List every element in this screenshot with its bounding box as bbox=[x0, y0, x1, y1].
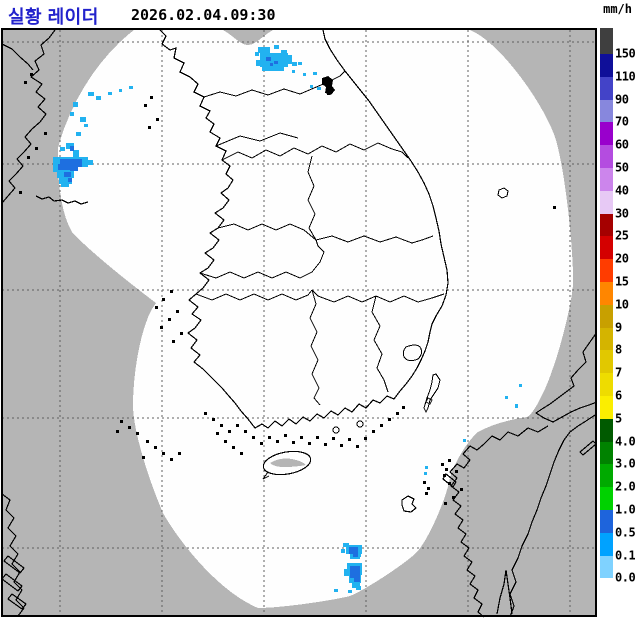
kyushu-coastline bbox=[401, 413, 597, 618]
legend-color-block bbox=[600, 168, 613, 191]
legend-value-label: 30 bbox=[615, 205, 629, 220]
legend-value-label: 25 bbox=[615, 228, 629, 243]
legend-value-label: 70 bbox=[615, 114, 629, 129]
legend-value-label: 15 bbox=[615, 274, 629, 289]
echo-cluster-north-korea-central bbox=[255, 45, 321, 90]
legend-color-block bbox=[600, 555, 613, 579]
reservoir-marker bbox=[322, 76, 335, 95]
dokdo-island bbox=[553, 206, 556, 209]
echo-cluster-south-sea-lower bbox=[334, 563, 362, 593]
northkorea-islands bbox=[35, 195, 89, 205]
legend-color-block bbox=[600, 76, 613, 100]
legend-value-label: 0.5 bbox=[615, 525, 635, 540]
legend-value-label: 9 bbox=[615, 319, 622, 334]
legend-value-label: 40 bbox=[615, 183, 629, 198]
grid-lines bbox=[2, 30, 595, 616]
legend-color-block bbox=[600, 236, 613, 260]
legend-color-block bbox=[600, 145, 613, 168]
echo-cluster-yellow-sea-west bbox=[53, 86, 133, 187]
echo-cluster-south-sea-upper bbox=[341, 543, 362, 559]
legend-value-label: 20 bbox=[615, 251, 629, 266]
legend-value-label: 150 bbox=[615, 46, 635, 61]
legend-color-block bbox=[600, 373, 613, 396]
legend-color-block bbox=[600, 396, 613, 419]
legend-value-label: 50 bbox=[615, 160, 629, 175]
legend-value-label: 3.0 bbox=[615, 456, 635, 471]
legend-color-block bbox=[600, 213, 613, 237]
radar-map bbox=[1, 28, 597, 618]
province-borders bbox=[195, 70, 445, 406]
legend-color-block bbox=[600, 487, 613, 510]
map-border bbox=[1, 28, 597, 617]
legend-color-block bbox=[600, 99, 613, 123]
legend-color-block bbox=[600, 54, 613, 77]
china-coastline bbox=[1, 29, 56, 617]
legend-color-block bbox=[600, 464, 613, 488]
legend-value-label: 7 bbox=[615, 365, 622, 380]
legend-value-label: 2.0 bbox=[615, 479, 635, 494]
legend-color-block bbox=[600, 282, 613, 305]
legend-value-label: 6 bbox=[615, 388, 622, 403]
echo-cluster-southeast-coast-specks bbox=[424, 384, 522, 475]
jeju-island bbox=[262, 450, 312, 480]
legend-unit-label: mm/h bbox=[603, 2, 632, 16]
legend-color-block bbox=[600, 578, 613, 602]
tsushima-island bbox=[423, 373, 441, 414]
legend-value-label: 5 bbox=[615, 411, 622, 426]
legend-color-block bbox=[600, 510, 613, 533]
legend-value-label: 4.0 bbox=[615, 433, 635, 448]
legend-color-block bbox=[600, 304, 613, 328]
legend-color-block bbox=[600, 532, 613, 556]
page-title: 실황 레이더 bbox=[8, 7, 99, 27]
legend-color-block bbox=[600, 28, 613, 54]
legend-value-label: 1.0 bbox=[615, 502, 635, 517]
radar-echo-layer bbox=[53, 45, 522, 593]
radar-coverage-area bbox=[57, 30, 574, 608]
legend-value-label: 10 bbox=[615, 297, 629, 312]
south-coast-island-outlines bbox=[332, 344, 423, 434]
legend-value-label: 90 bbox=[615, 91, 629, 106]
legend-color-block bbox=[600, 441, 613, 465]
legend-color-block bbox=[600, 327, 613, 351]
legend-value-label: 8 bbox=[615, 342, 622, 357]
legend-value-label: 110 bbox=[615, 69, 635, 84]
legend-color-block bbox=[600, 350, 613, 374]
legend-value-label: 0.1 bbox=[615, 547, 635, 562]
legend-value-label: 0.0 bbox=[615, 570, 635, 585]
observation-timestamp: 2026.02.04.09:30 bbox=[131, 6, 276, 24]
legend-color-block bbox=[600, 190, 613, 214]
legend-color-block bbox=[600, 259, 613, 282]
legend-color-block bbox=[600, 418, 613, 442]
legend-value-label: 60 bbox=[615, 137, 629, 152]
rainfall-intensity-legend: 150 110 90 70 60 50 40 30 25 20 15 10 9 8 7 6 5 4.0 3.0 2.0… bbox=[600, 28, 635, 618]
legend-color-block bbox=[600, 122, 613, 146]
korea-coastline bbox=[159, 29, 449, 429]
ulleungdo-island bbox=[497, 187, 509, 199]
